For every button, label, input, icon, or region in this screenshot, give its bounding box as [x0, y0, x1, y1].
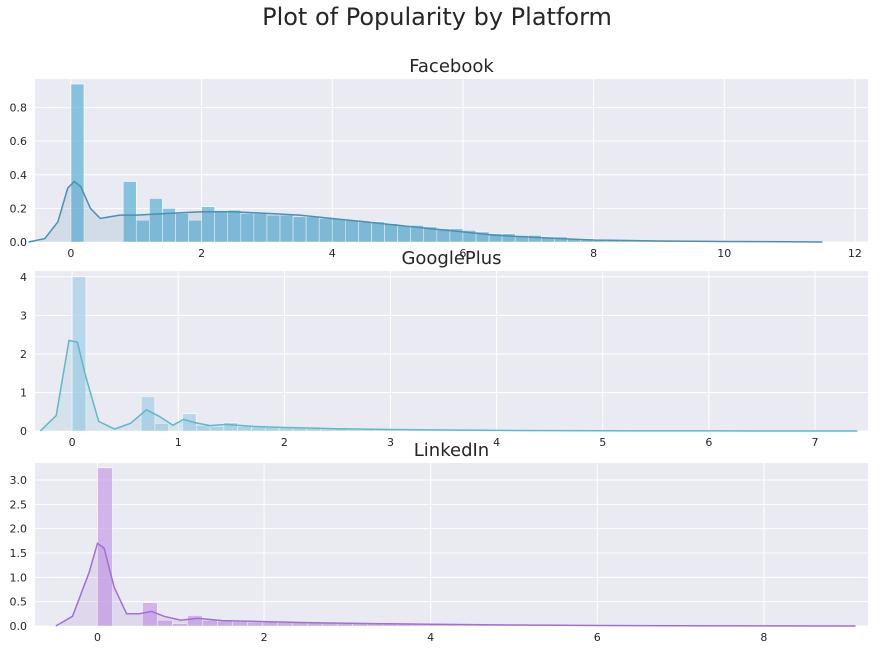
googleplus-xtick-label-0: 0 [69, 436, 76, 449]
googleplus-ytick-label-0: 0 [20, 425, 27, 438]
googleplus-xtick-label-1: 1 [175, 436, 182, 449]
googleplus-ytick-label-4: 4 [20, 271, 27, 284]
linkedin-xtick-label-3: 6 [594, 631, 601, 644]
facebook-ytick-label-2: 0.4 [10, 169, 28, 182]
googleplus-plot-area [35, 271, 868, 431]
facebook-title: Facebook [409, 56, 494, 77]
facebook-ytick-label-4: 0.8 [10, 102, 28, 115]
googleplus-bar-6 [154, 422, 170, 432]
linkedin-kde-line [55, 542, 856, 627]
facebook-xtick-label-1: 2 [198, 247, 205, 260]
googleplus-xtick-label-6: 6 [705, 436, 712, 449]
facebook-xtick-label-6: 12 [848, 247, 862, 260]
facebook-kde-line [28, 180, 823, 243]
linkedin-bar-4 [157, 619, 173, 627]
facebook-xtick-label-2: 4 [329, 247, 336, 260]
linkedin-bar-0 [97, 467, 113, 627]
facebook-xtick-label-3: 6 [459, 247, 466, 260]
linkedin-ytick-label-1: 0.5 [10, 596, 28, 609]
linkedin-ytick-label-6: 3.0 [10, 474, 28, 487]
linkedin-panel: 0 2 4 6 8 0.0 0.5 1.0 1.5 2.0 2.5 3.0 LinkedIn [10, 440, 868, 644]
linkedin-ytick-label-3: 1.5 [10, 547, 28, 560]
linkedin-kde-area [55, 543, 856, 626]
linkedin-plot-area [35, 463, 868, 626]
facebook-bar-4 [122, 181, 137, 243]
facebook-kde-area [28, 181, 823, 242]
facebook-xtick-label-5: 10 [717, 247, 731, 260]
googleplus-ytick-label-1: 1 [20, 386, 27, 399]
linkedin-ytick-label-4: 2.0 [10, 523, 28, 536]
facebook-ytick-label-0: 0.0 [10, 236, 28, 249]
googleplus-ytick-label-3: 3 [20, 309, 27, 322]
googleplus-bar-0 [71, 276, 87, 432]
linkedin-title: LinkedIn [414, 440, 489, 461]
googleplus-xtick-label-3: 3 [387, 436, 394, 449]
googleplus-xtick-label-5: 5 [599, 436, 606, 449]
facebook-panel: 0 2 4 6 8 10 12 0.0 0.2 0.4 0.6 0.8 Facebook [10, 56, 868, 260]
facebook-xtick-label-0: 0 [67, 247, 74, 260]
googleplus-xtick-label-4: 4 [493, 436, 500, 449]
linkedin-xtick-label-4: 8 [760, 631, 767, 644]
facebook-bar-0 [70, 83, 85, 243]
linkedin-xtick-label-0: 0 [94, 631, 101, 644]
googleplus-xtick-label-7: 7 [811, 436, 818, 449]
googleplus-xtick-label-2: 2 [281, 436, 288, 449]
linkedin-xtick-label-1: 2 [261, 631, 268, 644]
linkedin-ytick-label-2: 1.0 [10, 571, 28, 584]
googleplus-kde-line [39, 339, 858, 432]
figure-title: Plot of Popularity by Platform [262, 3, 612, 31]
linkedin-ytick-label-0: 0.0 [10, 620, 28, 633]
linkedin-xtick-label-2: 4 [427, 631, 434, 644]
googleplus-ytick-label-2: 2 [20, 348, 27, 361]
googleplus-title: GooglePlus [401, 248, 501, 269]
facebook-ytick-label-3: 0.6 [10, 135, 28, 148]
linkedin-ytick-label-5: 2.5 [10, 498, 28, 511]
facebook-xtick-label-4: 8 [590, 247, 597, 260]
facebook-ytick-label-1: 0.2 [10, 202, 28, 215]
